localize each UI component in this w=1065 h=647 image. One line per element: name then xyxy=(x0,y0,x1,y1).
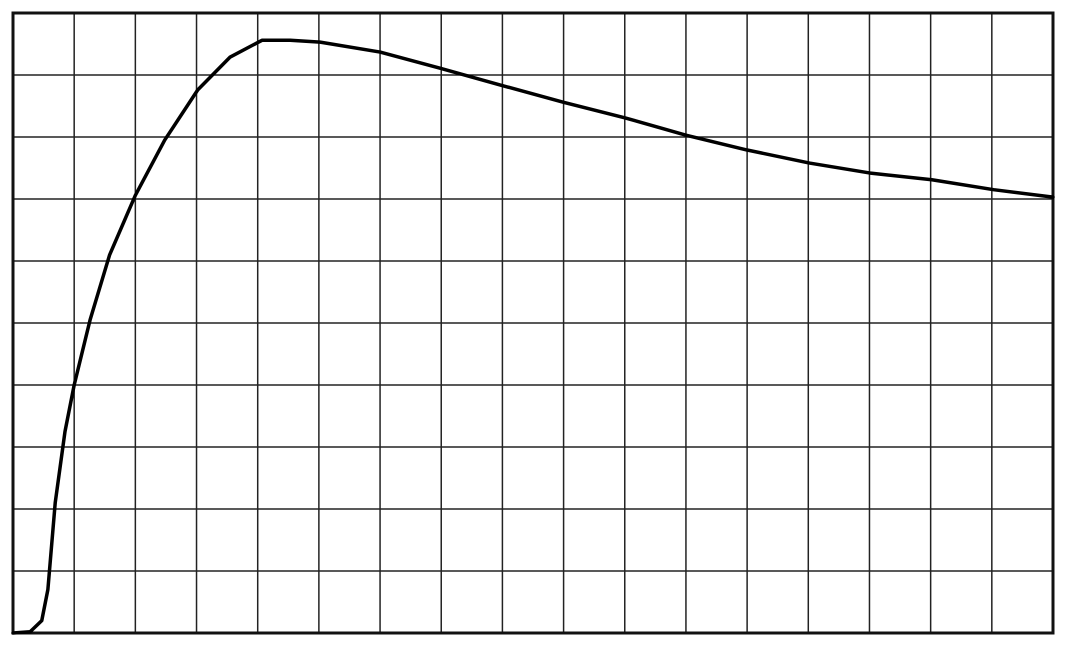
data-line xyxy=(11,38,1055,635)
plot-border xyxy=(11,11,1055,635)
